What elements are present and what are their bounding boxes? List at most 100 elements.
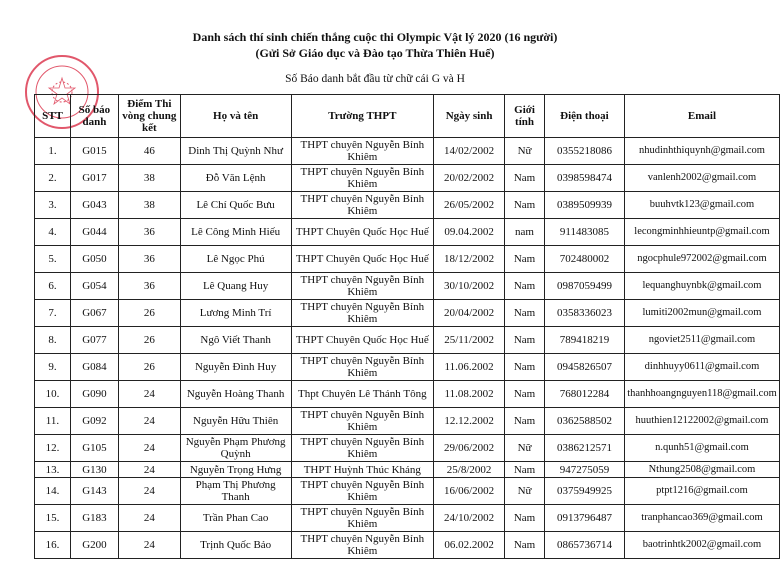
cell-email: huuthien12122002@gmail.com: [623, 407, 780, 435]
cell-gioi-tinh: Nam: [504, 326, 545, 354]
cell-stt: 15.: [34, 504, 71, 532]
cell-ho-ten: Trịnh Quốc Bảo: [179, 531, 292, 559]
table-row: 10. G090 24 Nguyễn Hoàng Thanh Thpt Chuyên L…: [34, 380, 780, 408]
cell-ho-ten: Ngô Viết Thanh: [179, 326, 292, 354]
header-so-bao-danh: Số báo danh: [69, 94, 119, 138]
cell-stt: 3.: [34, 191, 71, 219]
cell-so-bao-danh: G200: [69, 531, 119, 559]
cell-so-bao-danh: G130: [69, 461, 119, 478]
cell-ho-ten: Nguyễn Đình Huy: [179, 353, 292, 381]
cell-email: lecongminhhieuntp@gmail.com: [623, 218, 780, 246]
cell-gioi-tinh: Nam: [504, 461, 545, 478]
cell-diem: 26: [117, 353, 181, 381]
cell-email: ngoviet2511@gmail.com: [623, 326, 780, 354]
cell-diem: 36: [117, 272, 181, 300]
cell-truong: THPT chuyên Nguyễn Bỉnh Khiêm: [290, 531, 435, 559]
cell-ho-ten: Dinh Thị Quỳnh Như: [179, 137, 292, 165]
table-row: 15. G183 24 Trần Phan Cao THPT chuyên Nguyễn…: [34, 504, 780, 532]
cell-email: tranphancao369@gmail.com: [623, 504, 780, 532]
document-note: Số Báo danh bắt đầu từ chữ cái G và H: [285, 73, 465, 85]
cell-stt: 8.: [34, 326, 71, 354]
cell-diem: 24: [117, 380, 181, 408]
cell-so-bao-danh: G044: [69, 218, 119, 246]
cell-gioi-tinh: Nam: [504, 272, 545, 300]
cell-dien-thoai: 0987059499: [544, 272, 625, 300]
cell-ho-ten: Đỗ Văn Lệnh: [179, 164, 292, 192]
cell-ngay-sinh: 30/10/2002: [433, 272, 506, 300]
cell-email: n.qunh51@gmail.com: [623, 434, 780, 462]
header-diem: Điểm Thi vòng chung kết: [117, 94, 181, 138]
cell-so-bao-danh: G090: [69, 380, 119, 408]
cell-so-bao-danh: G043: [69, 191, 119, 219]
cell-ho-ten: Nguyễn Hoàng Thanh: [179, 380, 292, 408]
cell-diem: 46: [117, 137, 181, 165]
cell-stt: 1.: [34, 137, 71, 165]
cell-diem: 24: [117, 407, 181, 435]
cell-ho-ten: Lê Ngọc Phú: [179, 245, 292, 273]
header-dien-thoai: Điện thoại: [544, 94, 625, 138]
cell-ngay-sinh: 20/02/2002: [433, 164, 506, 192]
cell-so-bao-danh: G054: [69, 272, 119, 300]
table-row: 5. G050 36 Lê Ngọc Phú THPT Chuyên Quốc Học …: [34, 245, 780, 273]
cell-gioi-tinh: Nữ: [504, 477, 545, 505]
cell-ho-ten: Lương Minh Trí: [179, 299, 292, 327]
cell-diem: 26: [117, 326, 181, 354]
cell-so-bao-danh: G017: [69, 164, 119, 192]
cell-stt: 13.: [34, 461, 71, 478]
cell-truong: THPT chuyên Nguyễn Bỉnh Khiêm: [290, 272, 435, 300]
cell-ngay-sinh: 26/05/2002: [433, 191, 506, 219]
cell-ngay-sinh: 16/06/2002: [433, 477, 506, 505]
cell-diem: 24: [117, 477, 181, 505]
cell-truong: THPT chuyên Nguyễn Bỉnh Khiêm: [290, 299, 435, 327]
cell-ngay-sinh: 20/04/2002: [433, 299, 506, 327]
table-row: 11. G092 24 Nguyễn Hữu Thiên THPT chuyên Ngu…: [34, 407, 780, 435]
cell-ngay-sinh: 18/12/2002: [433, 245, 506, 273]
cell-dien-thoai: 0362588502: [544, 407, 625, 435]
cell-gioi-tinh: Nam: [504, 353, 545, 381]
cell-dien-thoai: 0865736714: [544, 531, 625, 559]
cell-stt: 9.: [34, 353, 71, 381]
cell-stt: 5.: [34, 245, 71, 273]
table-row: 7. G067 26 Lương Minh Trí THPT chuyên Nguyễn…: [34, 299, 780, 327]
cell-stt: 12.: [34, 434, 71, 462]
cell-so-bao-danh: G092: [69, 407, 119, 435]
table-row: 13. G130 24 Nguyễn Trọng Hưng THPT Huỳnh Thú…: [34, 461, 780, 478]
cell-truong: THPT chuyên Nguyễn Bỉnh Khiêm: [290, 434, 435, 462]
cell-dien-thoai: 0389509939: [544, 191, 625, 219]
cell-dien-thoai: 789418219: [544, 326, 625, 354]
cell-gioi-tinh: Nam: [504, 407, 545, 435]
cell-ho-ten: Lê Công Minh Hiếu: [179, 218, 292, 246]
cell-stt: 7.: [34, 299, 71, 327]
cell-dien-thoai: 0355218086: [544, 137, 625, 165]
cell-email: buuhvtk123@gmail.com: [623, 191, 780, 219]
winners-table: STT Số báo danh Điểm Thi vòng chung kết …: [34, 94, 780, 559]
cell-email: ngocphule972002@gmail.com: [623, 245, 780, 273]
cell-gioi-tinh: Nam: [504, 531, 545, 559]
cell-dien-thoai: 0358336023: [544, 299, 625, 327]
cell-email: ptpt1216@gmail.com: [623, 477, 780, 505]
cell-diem: 36: [117, 218, 181, 246]
cell-stt: 4.: [34, 218, 71, 246]
cell-gioi-tinh: Nữ: [504, 434, 545, 462]
cell-gioi-tinh: Nam: [504, 164, 545, 192]
table-row: 9. G084 26 Nguyễn Đình Huy THPT chuyên Nguyễ…: [34, 353, 780, 381]
table-row: 4. G044 36 Lê Công Minh Hiếu THPT Chuyên Quố…: [34, 218, 780, 246]
cell-ho-ten: Nguyễn Trọng Hưng: [179, 461, 292, 478]
cell-dien-thoai: 0386212571: [544, 434, 625, 462]
cell-ho-ten: Lê Quang Huy: [179, 272, 292, 300]
cell-dien-thoai: 0398598474: [544, 164, 625, 192]
cell-email: lumiti2002mun@gmail.com: [623, 299, 780, 327]
cell-stt: 16.: [34, 531, 71, 559]
cell-truong: Thpt Chuyên Lê Thánh Tông: [290, 380, 435, 408]
cell-ngay-sinh: 29/06/2002: [433, 434, 506, 462]
cell-gioi-tinh: Nữ: [504, 137, 545, 165]
cell-ngay-sinh: 11.08.2002: [433, 380, 506, 408]
cell-so-bao-danh: G105: [69, 434, 119, 462]
cell-ngay-sinh: 14/02/2002: [433, 137, 506, 165]
table-row: 3. G043 38 Lê Chí Quốc Bưu THPT chuyên Nguyễ…: [34, 191, 780, 219]
cell-diem: 24: [117, 531, 181, 559]
cell-ngay-sinh: 24/10/2002: [433, 504, 506, 532]
cell-ngay-sinh: 11.06.2002: [433, 353, 506, 381]
cell-ho-ten: Trần Phan Cao: [179, 504, 292, 532]
table-row: 6. G054 36 Lê Quang Huy THPT chuyên Nguyễn B…: [34, 272, 780, 300]
